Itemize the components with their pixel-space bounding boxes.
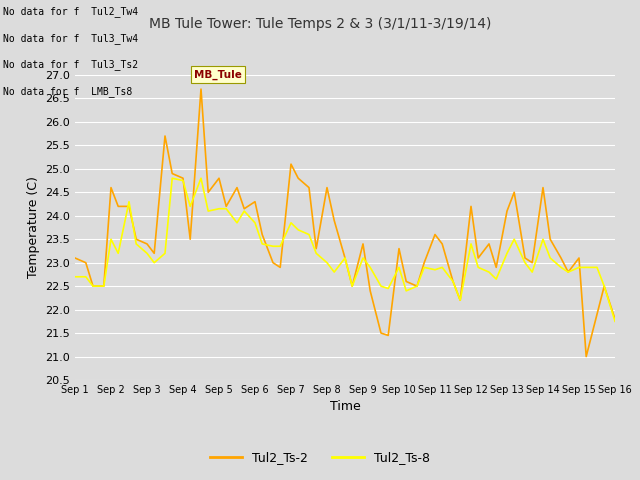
Tul2_Ts-8 (186, 204, 194, 209)
Tul2_Ts-2 (204, 190, 212, 195)
Text: MB_Tule: MB_Tule (194, 69, 242, 80)
Tul2_Ts-2 (547, 236, 554, 242)
Tul2_Ts-8 (269, 243, 277, 249)
Text: No data for f  Tul2_Tw4: No data for f Tul2_Tw4 (3, 6, 138, 17)
Y-axis label: Temperature (C): Temperature (C) (27, 177, 40, 278)
Text: MB Tule Tower: Tule Temps 2 & 3 (3/1/11-3/19/14): MB Tule Tower: Tule Temps 2 & 3 (3/1/11-… (149, 17, 491, 31)
Text: No data for f  Tul3_Tw4: No data for f Tul3_Tw4 (3, 33, 138, 44)
Tul2_Ts-2 (366, 288, 374, 294)
Tul2_Ts-8 (168, 175, 176, 181)
Text: No data for f  LMB_Ts8: No data for f LMB_Ts8 (3, 85, 132, 96)
Line: Tul2_Ts-2: Tul2_Ts-2 (75, 89, 615, 357)
Tul2_Ts-2 (403, 278, 410, 284)
X-axis label: Time: Time (330, 400, 360, 413)
Tul2_Ts-8 (204, 208, 212, 214)
Tul2_Ts-8 (403, 288, 410, 294)
Tul2_Ts-2 (71, 255, 79, 261)
Tul2_Ts-8 (71, 274, 79, 280)
Text: No data for f  Tul3_Ts2: No data for f Tul3_Ts2 (3, 59, 138, 70)
Tul2_Ts-8 (611, 318, 619, 324)
Tul2_Ts-2 (611, 316, 619, 322)
Tul2_Ts-2 (197, 86, 205, 92)
Legend: Tul2_Ts-2, Tul2_Ts-8: Tul2_Ts-2, Tul2_Ts-8 (205, 446, 435, 469)
Tul2_Ts-2 (179, 175, 187, 181)
Tul2_Ts-8 (547, 255, 554, 261)
Tul2_Ts-8 (366, 264, 374, 270)
Line: Tul2_Ts-8: Tul2_Ts-8 (75, 178, 615, 321)
Tul2_Ts-2 (582, 354, 590, 360)
Tul2_Ts-2 (269, 260, 277, 265)
